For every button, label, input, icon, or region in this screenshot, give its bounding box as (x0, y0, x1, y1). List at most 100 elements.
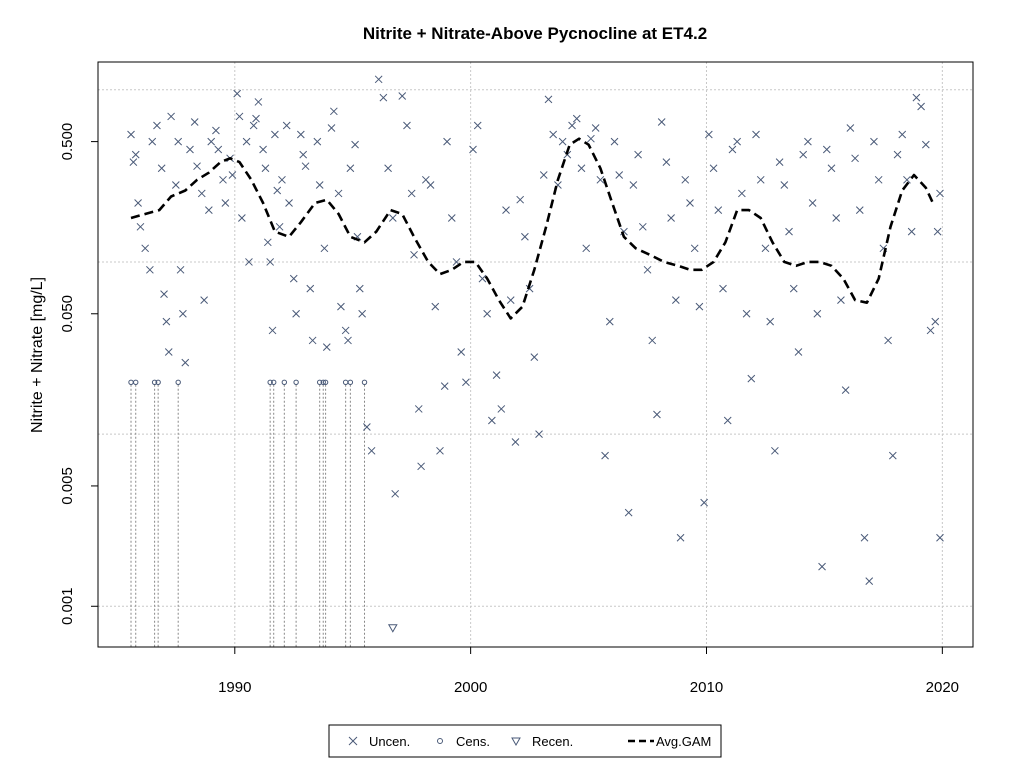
uncensored-point (582, 244, 591, 253)
point-stroke (638, 222, 647, 231)
point-stroke (497, 405, 506, 413)
point-stroke (153, 121, 161, 130)
uncensored-point (233, 89, 242, 98)
uncensored-point (268, 326, 277, 335)
chart-title: Nitrite + Nitrate-Above Pycnocline at ET… (363, 24, 707, 43)
uncensored-point (837, 296, 845, 304)
point-stroke (558, 137, 567, 146)
legend-circle-symbol (437, 738, 443, 744)
uncensored-point (391, 489, 400, 498)
point-stroke (228, 171, 237, 179)
point-stroke (804, 137, 812, 146)
uncensored-point (334, 189, 343, 198)
point-stroke (174, 137, 183, 146)
uncensored-point (320, 244, 329, 253)
point-stroke (282, 121, 291, 130)
point-stroke (384, 164, 392, 173)
x-tick-label: 2010 (690, 679, 723, 696)
uncensored-point (228, 171, 237, 179)
point-stroke (129, 158, 138, 166)
uncensored-point (610, 137, 619, 146)
uncensored-point (577, 164, 586, 173)
legend: Uncen. Cens. Recen. Avg.GAM (328, 724, 722, 758)
uncensored-point (874, 175, 883, 184)
point-stroke (367, 446, 376, 455)
point-stroke (167, 112, 175, 121)
uncensored-point (488, 416, 496, 425)
point-stroke (403, 121, 411, 130)
point-stroke (483, 309, 492, 318)
point-stroke (296, 130, 305, 139)
uncensored-point (417, 462, 425, 471)
point-stroke (813, 309, 822, 318)
point-stroke (313, 137, 322, 146)
point-stroke (936, 533, 944, 542)
point-stroke (676, 533, 685, 542)
uncensored-point (516, 195, 525, 204)
point-stroke (204, 206, 213, 214)
uncensored-point (426, 181, 435, 189)
point-stroke (530, 353, 539, 361)
recensored-point (387, 624, 398, 633)
point-stroke (146, 265, 154, 274)
uncensored-point (719, 284, 727, 293)
uncensored-point (193, 162, 201, 171)
point-stroke (447, 214, 456, 222)
uncensored-point (917, 102, 925, 111)
point-stroke (363, 423, 371, 431)
point-stroke (860, 533, 869, 542)
gam-line (130, 137, 935, 320)
point-stroke (329, 107, 338, 116)
uncensored-point (308, 336, 317, 345)
point-stroke (358, 309, 367, 318)
uncensored-point (530, 353, 539, 361)
uncensored-point (275, 222, 284, 231)
uncensored-point (615, 171, 624, 179)
uncensored-point (313, 137, 322, 146)
point-stroke (414, 405, 423, 413)
uncensored-point (851, 154, 859, 163)
point-stroke (238, 214, 246, 222)
point-stroke (407, 189, 416, 198)
point-stroke (690, 244, 699, 253)
uncensored-point (756, 175, 765, 184)
uncensored-point (190, 118, 199, 126)
uncensored-point (794, 348, 803, 356)
point-stroke (587, 134, 595, 143)
point-stroke (572, 114, 581, 123)
uncensored-point (804, 137, 812, 146)
uncensored-point (827, 164, 836, 173)
uncensored-point (813, 309, 822, 318)
uncensored-point (436, 446, 444, 455)
uncensored-point (407, 189, 416, 198)
uncensored-point (306, 284, 315, 293)
uncensored-point (568, 121, 576, 130)
uncensored-point (497, 405, 506, 413)
uncensored-point (176, 265, 185, 274)
point-stroke (879, 244, 888, 253)
point-stroke (398, 92, 407, 100)
point-stroke (245, 258, 253, 266)
censored-point (361, 379, 368, 385)
uncensored-point (841, 386, 850, 395)
uncensored-point (153, 121, 161, 130)
point-stroke (278, 175, 286, 184)
point-stroke (440, 382, 449, 390)
point-stroke (186, 145, 194, 154)
point-stroke (462, 378, 470, 387)
point-stroke (233, 89, 242, 98)
uncensored-point (714, 206, 723, 214)
uncensored-point (214, 145, 223, 154)
point-stroke (506, 296, 515, 304)
uncensored-point (535, 430, 543, 438)
legend-symbol-stroke (348, 736, 358, 746)
point-stroke (261, 164, 270, 173)
uncensored-point (167, 112, 175, 121)
point-stroke (457, 348, 466, 356)
uncensored-point (478, 274, 487, 283)
uncensored-point (818, 562, 826, 571)
legend-triangle-symbol (511, 737, 521, 747)
point-stroke (134, 199, 142, 207)
point-stroke (176, 265, 185, 274)
y-tick-label: 0.005 (59, 467, 76, 505)
